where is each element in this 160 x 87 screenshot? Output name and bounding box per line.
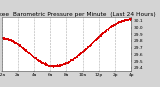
Title: Milwaukee  Barometric Pressure per Minute  (Last 24 Hours): Milwaukee Barometric Pressure per Minute… bbox=[0, 12, 155, 17]
